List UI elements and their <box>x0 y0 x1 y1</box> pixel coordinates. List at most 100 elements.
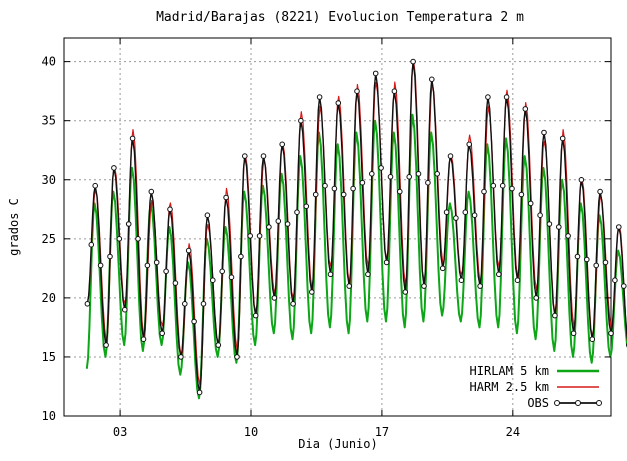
y-tick-label: 35 <box>42 114 56 128</box>
obs-point <box>552 312 558 319</box>
obs-point <box>541 129 547 136</box>
obs-point <box>443 209 450 215</box>
obs-point <box>402 289 409 295</box>
obs-point <box>471 212 478 218</box>
obs-point <box>247 233 253 239</box>
obs-point <box>159 330 165 337</box>
obs-point <box>365 271 371 278</box>
obs-point <box>410 58 416 65</box>
obs-point <box>514 277 521 284</box>
obs-point <box>616 224 622 230</box>
y-tick-label: 20 <box>42 291 56 305</box>
obs-point <box>327 271 334 278</box>
y-tick-label: 25 <box>42 232 56 246</box>
obs-point <box>439 265 446 272</box>
obs-point <box>533 295 540 301</box>
obs-point <box>378 165 384 171</box>
obs-point <box>153 259 160 266</box>
obs-point <box>294 209 300 215</box>
obs-point <box>116 236 123 242</box>
chart-title: Madrid/Barajas (8221) Evolucion Temperat… <box>156 10 524 25</box>
obs-point <box>458 277 465 284</box>
obs-point <box>369 171 375 177</box>
obs-point <box>346 283 353 289</box>
legend-label-hirlam-5-km: HIRLAM 5 km <box>470 364 549 378</box>
obs-point <box>322 182 328 189</box>
obs-point <box>453 215 459 221</box>
obs-point <box>172 280 179 286</box>
obs-point <box>578 177 585 183</box>
obs-point <box>271 295 278 301</box>
obs-point <box>191 318 197 325</box>
obs-point <box>234 354 240 360</box>
obs-point <box>466 141 473 148</box>
obs-point <box>303 203 310 210</box>
obs-point <box>178 354 184 360</box>
obs-point <box>447 153 454 159</box>
legend-marker <box>554 400 560 406</box>
obs-point <box>148 188 155 195</box>
obs-point <box>556 224 562 230</box>
series-line-obs <box>86 60 627 394</box>
obs-point <box>421 283 427 289</box>
obs-point <box>238 253 244 260</box>
obs-point <box>503 94 510 100</box>
obs-point <box>350 185 356 192</box>
y-tick-label: 30 <box>42 173 56 187</box>
obs-point <box>260 153 267 159</box>
obs-point <box>383 259 390 266</box>
obs-point <box>608 330 614 337</box>
obs-point <box>331 185 338 192</box>
obs-point <box>275 218 282 224</box>
obs-point <box>485 94 491 100</box>
obs-point <box>589 336 596 343</box>
obs-point <box>316 94 323 100</box>
x-axis-label: Dia (Junio) <box>298 437 377 451</box>
obs-point <box>546 221 553 227</box>
obs-point <box>499 182 506 189</box>
legend-label-harm-2-5-km: HARM 2.5 km <box>470 380 549 394</box>
obs-point <box>509 185 515 192</box>
obs-point <box>135 236 141 242</box>
obs-point <box>340 191 347 198</box>
x-tick-label: 10 <box>244 425 258 439</box>
obs-point <box>462 209 469 215</box>
y-tick-label: 40 <box>42 55 56 69</box>
legend-marker <box>596 400 602 406</box>
obs-point <box>215 342 222 348</box>
obs-point <box>597 188 603 195</box>
obs-point <box>387 174 394 180</box>
obs-point <box>593 262 600 269</box>
obs-point <box>429 76 435 83</box>
obs-point <box>111 165 117 171</box>
y-axis-label: grados C <box>7 198 21 256</box>
obs-point <box>527 200 534 207</box>
obs-point <box>210 277 216 284</box>
obs-point <box>397 188 403 195</box>
obs-point <box>182 301 188 307</box>
obs-point <box>266 224 272 230</box>
obs-point <box>522 106 529 112</box>
obs-point <box>279 141 286 148</box>
obs-point <box>359 179 366 186</box>
obs-point <box>242 153 248 159</box>
obs-point <box>122 306 128 313</box>
obs-point <box>290 301 296 307</box>
obs-point <box>312 191 319 198</box>
obs-point <box>196 389 203 396</box>
x-tick-label: 17 <box>375 425 389 439</box>
obs-point <box>107 253 113 260</box>
obs-point <box>223 194 229 201</box>
obs-point <box>185 247 192 254</box>
legend-marker <box>575 400 581 406</box>
obs-point <box>584 256 590 263</box>
obs-point <box>372 70 379 77</box>
obs-point <box>496 271 502 278</box>
obs-point <box>219 268 225 275</box>
obs-point <box>140 336 147 343</box>
x-tick-label: 24 <box>506 425 520 439</box>
obs-point <box>228 274 235 281</box>
obs-point <box>518 191 525 198</box>
obs-point <box>574 253 581 260</box>
obs-point <box>481 188 487 195</box>
